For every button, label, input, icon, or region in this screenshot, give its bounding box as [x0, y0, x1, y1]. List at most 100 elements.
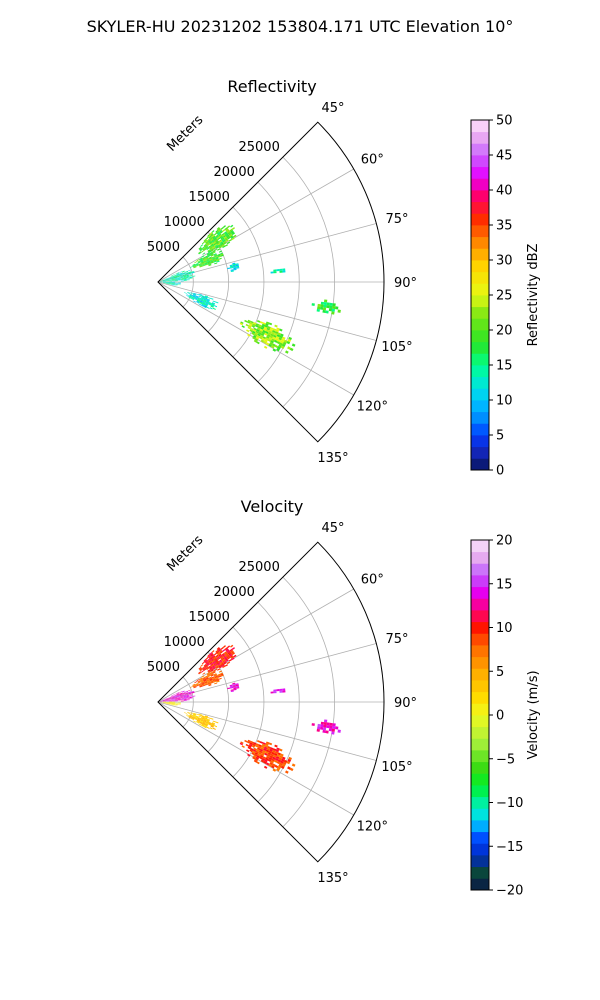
- echo-bin: [224, 652, 228, 655]
- colorbar-swatch: [471, 388, 489, 401]
- echo-bin: [210, 658, 214, 661]
- echo-bin: [177, 277, 181, 279]
- echo-bin: [160, 701, 163, 702]
- echo-region-9: [239, 319, 296, 354]
- echo-bin: [264, 332, 268, 336]
- echo-bin: [270, 333, 274, 337]
- echo-bin: [194, 717, 198, 719]
- echo-bin: [265, 751, 269, 755]
- echo-bin: [208, 661, 212, 664]
- echo-bin: [165, 700, 169, 701]
- echo-bin: [265, 331, 269, 335]
- echo-bin: [188, 691, 192, 693]
- echo-bin: [210, 718, 214, 720]
- echo-bin: [212, 240, 216, 244]
- echo-bin: [217, 253, 221, 256]
- echo-bin: [174, 695, 177, 697]
- echo-bin: [212, 667, 216, 670]
- echo-bin: [202, 264, 206, 267]
- echo-bin: [183, 698, 187, 700]
- echo-bin: [218, 665, 222, 668]
- echo-bin: [174, 698, 178, 700]
- echo-bin: [214, 725, 218, 728]
- echo-bin: [200, 248, 203, 252]
- echo-bin: [210, 252, 214, 255]
- echo-bin: [274, 744, 278, 748]
- echo-bin: [195, 263, 199, 266]
- echo-bin: [208, 723, 212, 726]
- echo-bin: [163, 282, 166, 283]
- echo-bin: [165, 277, 169, 279]
- colorbar-swatch: [471, 750, 489, 763]
- colorbar-swatch: [471, 796, 489, 809]
- echo-bin: [261, 743, 266, 747]
- echo-bin: [216, 230, 220, 234]
- echo-bin: [233, 688, 237, 691]
- echo-bin: [209, 679, 213, 682]
- echo-bin: [213, 680, 217, 683]
- echo-bin: [176, 274, 180, 276]
- echo-bin: [287, 346, 291, 350]
- echo-bin: [160, 702, 163, 703]
- echo-bin: [174, 284, 178, 285]
- echo-bin: [168, 700, 172, 701]
- echo-bin: [206, 679, 210, 682]
- echo-bin: [191, 271, 195, 273]
- echo-bin: [208, 235, 212, 239]
- echo-bin: [174, 279, 178, 280]
- echo-bin: [203, 719, 207, 721]
- colorbar-swatch: [471, 586, 489, 599]
- azimuth-tick-label: 75°: [386, 632, 409, 647]
- echo-bin: [206, 678, 210, 681]
- echo-bin: [177, 276, 181, 278]
- echo-bin: [181, 690, 185, 693]
- echo-bin: [171, 699, 175, 700]
- echo-bin: [177, 279, 181, 280]
- echo-bin: [281, 338, 285, 342]
- echo-bin: [162, 700, 166, 701]
- echo-bin: [331, 308, 335, 312]
- colorbar-tick-label: 40: [496, 184, 513, 199]
- echo-bin: [323, 724, 327, 728]
- echo-bin: [205, 683, 209, 686]
- echo-bin: [177, 703, 181, 705]
- colorbar-swatch: [471, 120, 489, 133]
- echo-bin: [202, 672, 206, 675]
- echo-bin: [231, 647, 235, 650]
- echo-bin: [265, 762, 270, 766]
- echo-bin: [279, 335, 283, 339]
- echo-bin: [193, 713, 196, 716]
- echo-bin: [165, 703, 169, 704]
- colorbar-swatch: [471, 131, 489, 144]
- echo-bin: [174, 278, 178, 280]
- echo-bin: [171, 697, 175, 699]
- echo-bin: [216, 259, 220, 262]
- echo-bin: [254, 332, 259, 335]
- echo-bin: [199, 264, 202, 267]
- echo-bin: [316, 728, 320, 732]
- echo-bin: [185, 693, 189, 695]
- echo-bin: [201, 303, 205, 306]
- echo-bin: [273, 271, 277, 274]
- echo-bin: [196, 713, 200, 716]
- echo-bin: [230, 236, 234, 239]
- echo-bin: [205, 722, 209, 725]
- echo-bin: [261, 323, 266, 327]
- echo-bin: [202, 722, 206, 725]
- echo-bin: [185, 272, 189, 275]
- echo-bin: [204, 717, 208, 720]
- echo-bin: [273, 334, 277, 338]
- echo-bin: [174, 284, 178, 285]
- echo-bin: [213, 241, 217, 245]
- echo-bin: [201, 262, 205, 265]
- echo-bin: [174, 280, 178, 282]
- echo-bin: [169, 282, 172, 284]
- echo-bin: [165, 697, 169, 700]
- echo-bin: [193, 266, 197, 269]
- colorbar-label: Reflectivity dBZ: [526, 244, 541, 347]
- echo-bin: [180, 280, 184, 282]
- echo-bin: [220, 647, 224, 650]
- colorbar-tick-label: −10: [496, 796, 523, 811]
- echo-bin: [168, 699, 172, 701]
- echo-bin: [192, 264, 196, 267]
